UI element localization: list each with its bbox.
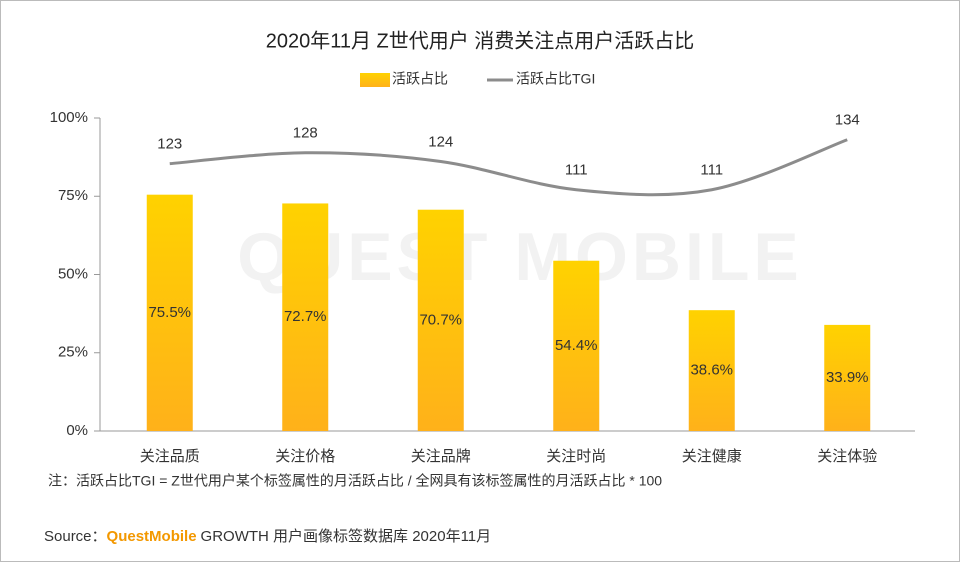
legend-swatch <box>360 73 390 87</box>
x-tick-label: 关注健康 <box>682 448 742 465</box>
source-text: GROWTH 用户画像标签数据库 2020年11月 <box>201 528 492 545</box>
legend-label: 活跃占比TGI <box>516 71 595 87</box>
y-tick-label: 0% <box>66 422 88 439</box>
bar-label: 38.6% <box>690 362 733 379</box>
bar-label: 72.7% <box>284 308 327 325</box>
x-tick-label: 关注价格 <box>275 448 335 465</box>
bar-label: 54.4% <box>555 337 598 354</box>
legend-label: 活跃占比 <box>392 71 448 87</box>
source: Source：QuestMobile GROWTH 用户画像标签数据库 2020年… <box>44 528 491 545</box>
x-tick-label: 关注品牌 <box>411 448 471 465</box>
x-tick-label: 关注时尚 <box>546 448 606 465</box>
y-tick-label: 100% <box>50 109 88 126</box>
bar <box>282 203 329 431</box>
line-label: 111 <box>700 162 723 179</box>
y-tick-label: 25% <box>58 344 88 361</box>
source-brand: QuestMobile <box>107 528 197 545</box>
line-label: 128 <box>293 125 318 142</box>
bar-label: 70.7% <box>419 311 462 328</box>
y-tick-label: 75% <box>58 187 88 204</box>
bar <box>688 310 735 431</box>
source-prefix: Source： <box>44 528 107 545</box>
y-tick-label: 50% <box>58 265 88 282</box>
x-tick-label: 关注品质 <box>140 448 200 465</box>
x-tick-label: 关注体验 <box>817 448 877 465</box>
bar <box>146 194 193 431</box>
bar <box>553 260 600 431</box>
note: 注：活跃占比TGI = Z世代用户某个标签属性的月活跃占比 / 全网具有该标签属… <box>48 473 662 489</box>
bar <box>824 324 871 431</box>
line <box>169 138 848 197</box>
bar-label: 33.9% <box>826 369 869 386</box>
bar <box>417 209 464 431</box>
line-label: 111 <box>565 162 588 179</box>
chart-title: 2020年11月 Z世代用户 消费关注点用户活跃占比 <box>266 29 695 52</box>
watermark: QUEST MOBILE <box>237 219 803 295</box>
bar-label: 75.5% <box>148 304 191 321</box>
line-label: 134 <box>835 112 860 129</box>
line-label: 124 <box>428 133 453 150</box>
line-label: 123 <box>157 136 182 153</box>
